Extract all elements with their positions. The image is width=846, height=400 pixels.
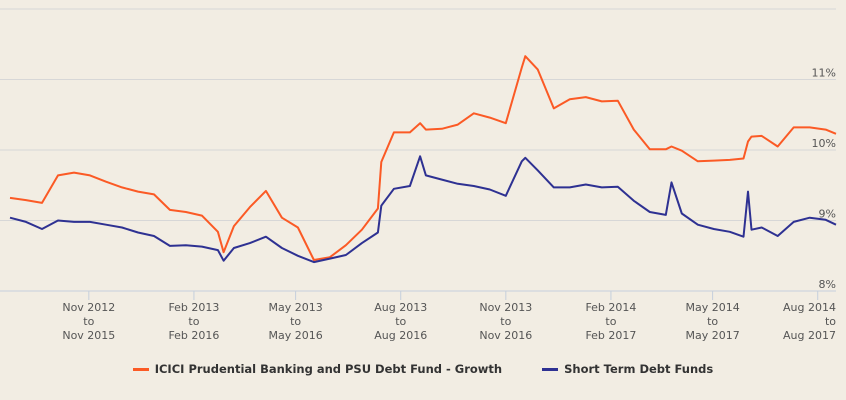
x-tick-label-line: May 2016 (268, 329, 322, 342)
x-tick-label-line: May 2014 (685, 301, 739, 314)
x-tick-label-line: Feb 2017 (585, 329, 636, 342)
x-tick-label-line: Aug 2013 (374, 301, 427, 314)
x-tick-label-line: to (605, 315, 616, 328)
x-tick-label-line: to (707, 315, 718, 328)
legend-item-category[interactable]: Short Term Debt Funds (542, 362, 713, 376)
x-tick-label-line: Aug 2016 (374, 329, 427, 342)
x-tick-label: Aug 2014 to Aug 2017 (783, 301, 836, 342)
x-tick-label-line: May 2017 (685, 329, 739, 342)
x-tick-label-line: Nov 2015 (62, 329, 115, 342)
legend-label-category: Short Term Debt Funds (564, 362, 714, 376)
x-tick-label-line: May 2013 (268, 301, 322, 314)
x-tick-label: May 2013 to May 2016 (268, 301, 322, 342)
x-tick-label: Nov 2012 to Nov 2015 (62, 301, 115, 342)
legend: ICICI Prudential Banking and PSU Debt Fu… (0, 362, 846, 376)
x-tick-label-line: to (188, 315, 199, 328)
series-line-fund (9, 55, 837, 261)
legend-label-fund: ICICI Prudential Banking and PSU Debt Fu… (154, 362, 503, 376)
x-tick-label-line: Nov 2013 (479, 301, 532, 314)
x-tick-label-line: Nov 2012 (62, 301, 115, 314)
x-tick-label-line: to (83, 315, 94, 328)
x-tick-label-line: Aug 2017 (783, 329, 836, 342)
x-tick-label: Feb 2014 to Feb 2017 (585, 301, 636, 342)
y-tick-label: 9% (819, 208, 836, 221)
series-line-category (9, 155, 837, 264)
x-tick-label: Feb 2013 to Feb 2016 (168, 301, 219, 342)
x-tick-label-line: Nov 2016 (479, 329, 532, 342)
legend-swatch-category (542, 367, 559, 371)
grid: 8% 9% 10% 11% (0, 8, 836, 292)
x-tick-label-line: Feb 2014 (585, 301, 636, 314)
x-tick-label-line: to (395, 315, 406, 328)
x-tick-label: May 2014 to May 2017 (685, 301, 739, 342)
y-tick-label: 10% (812, 137, 836, 150)
y-tick-label: 11% (812, 67, 836, 80)
x-tick-label-line: to (825, 315, 836, 328)
legend-swatch-fund (132, 367, 149, 371)
x-tick-label: Aug 2013 to Aug 2016 (374, 301, 427, 342)
series-group (9, 55, 837, 264)
x-tick-label: Nov 2013 to Nov 2016 (479, 301, 532, 342)
x-tick-label-line: Feb 2016 (168, 329, 219, 342)
x-tick-label-line: to (290, 315, 301, 328)
y-tick-label: 8% (819, 278, 836, 291)
legend-item-fund[interactable]: ICICI Prudential Banking and PSU Debt Fu… (132, 362, 503, 376)
x-tick-label-line: Aug 2014 (783, 301, 836, 314)
x-tick-label-line: Feb 2013 (168, 301, 219, 314)
x-tick-label-line: to (500, 315, 511, 328)
